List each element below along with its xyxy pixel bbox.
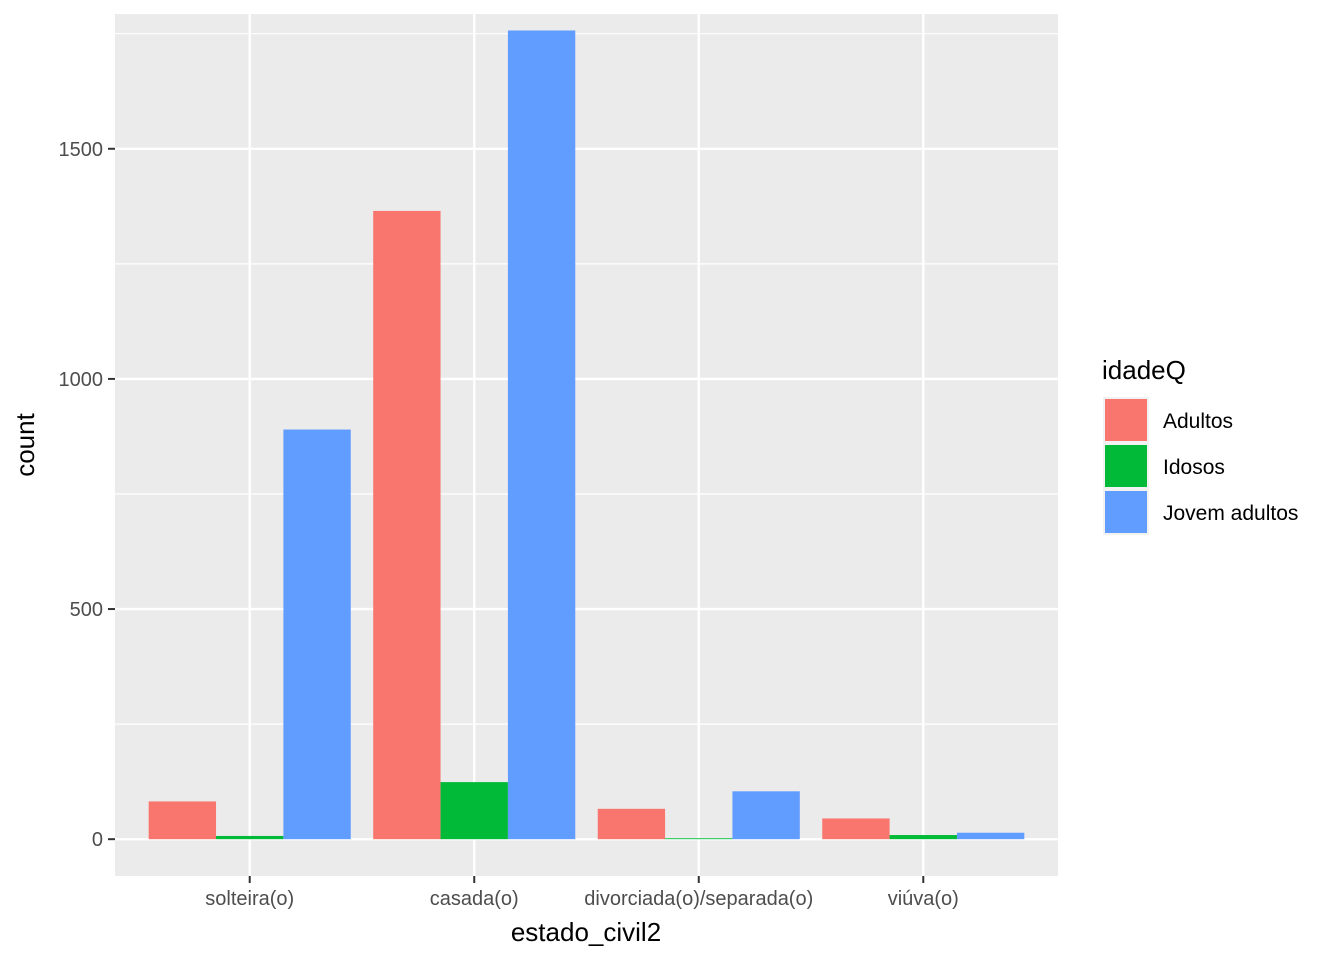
x-axis-title: estado_civil2	[511, 917, 661, 947]
bar-idosos	[665, 838, 733, 840]
bar-jovem-adultos	[507, 30, 576, 840]
bar-adultos	[148, 801, 217, 840]
bar-idosos	[440, 782, 508, 840]
y-axis-title: count	[10, 412, 40, 476]
bar-jovem-adultos	[283, 429, 351, 840]
y-axis: 0 500 1000 1500	[59, 139, 115, 851]
legend-swatch	[1105, 399, 1147, 441]
bar-idosos	[889, 835, 957, 840]
bars	[148, 30, 1025, 840]
y-tick-label: 1000	[59, 369, 104, 391]
bar-adultos	[373, 210, 441, 840]
bar-adultos	[597, 808, 666, 840]
legend-label: Jovem adultos	[1163, 502, 1298, 525]
minor-gridlines	[115, 33, 1058, 725]
x-tick-label: casada(o)	[430, 888, 519, 910]
legend-swatch	[1105, 491, 1147, 533]
x-tick-label: viúva(o)	[888, 888, 959, 910]
legend-label: Adultos	[1163, 410, 1233, 433]
bar-idosos	[216, 835, 284, 840]
legend-swatch	[1105, 445, 1147, 487]
y-tick-label: 500	[70, 599, 103, 621]
x-tick-label: divorciada(o)/separada(o)	[584, 888, 813, 910]
y-tick-label: 0	[92, 829, 103, 851]
legend-label: Idosos	[1163, 456, 1225, 479]
x-tick-label: solteira(o)	[205, 888, 294, 910]
legend: idadeQ Adultos Idosos Jovem adultos	[1102, 355, 1298, 535]
bar-adultos	[822, 818, 890, 840]
bar-jovem-adultos	[956, 832, 1025, 840]
y-tick-label: 1500	[59, 139, 104, 161]
bar-jovem-adultos	[732, 791, 800, 840]
plot-panel	[115, 14, 1058, 876]
x-axis: solteira(o) casada(o) divorciada(o)/separa…	[205, 876, 959, 910]
legend-title: idadeQ	[1102, 355, 1186, 385]
